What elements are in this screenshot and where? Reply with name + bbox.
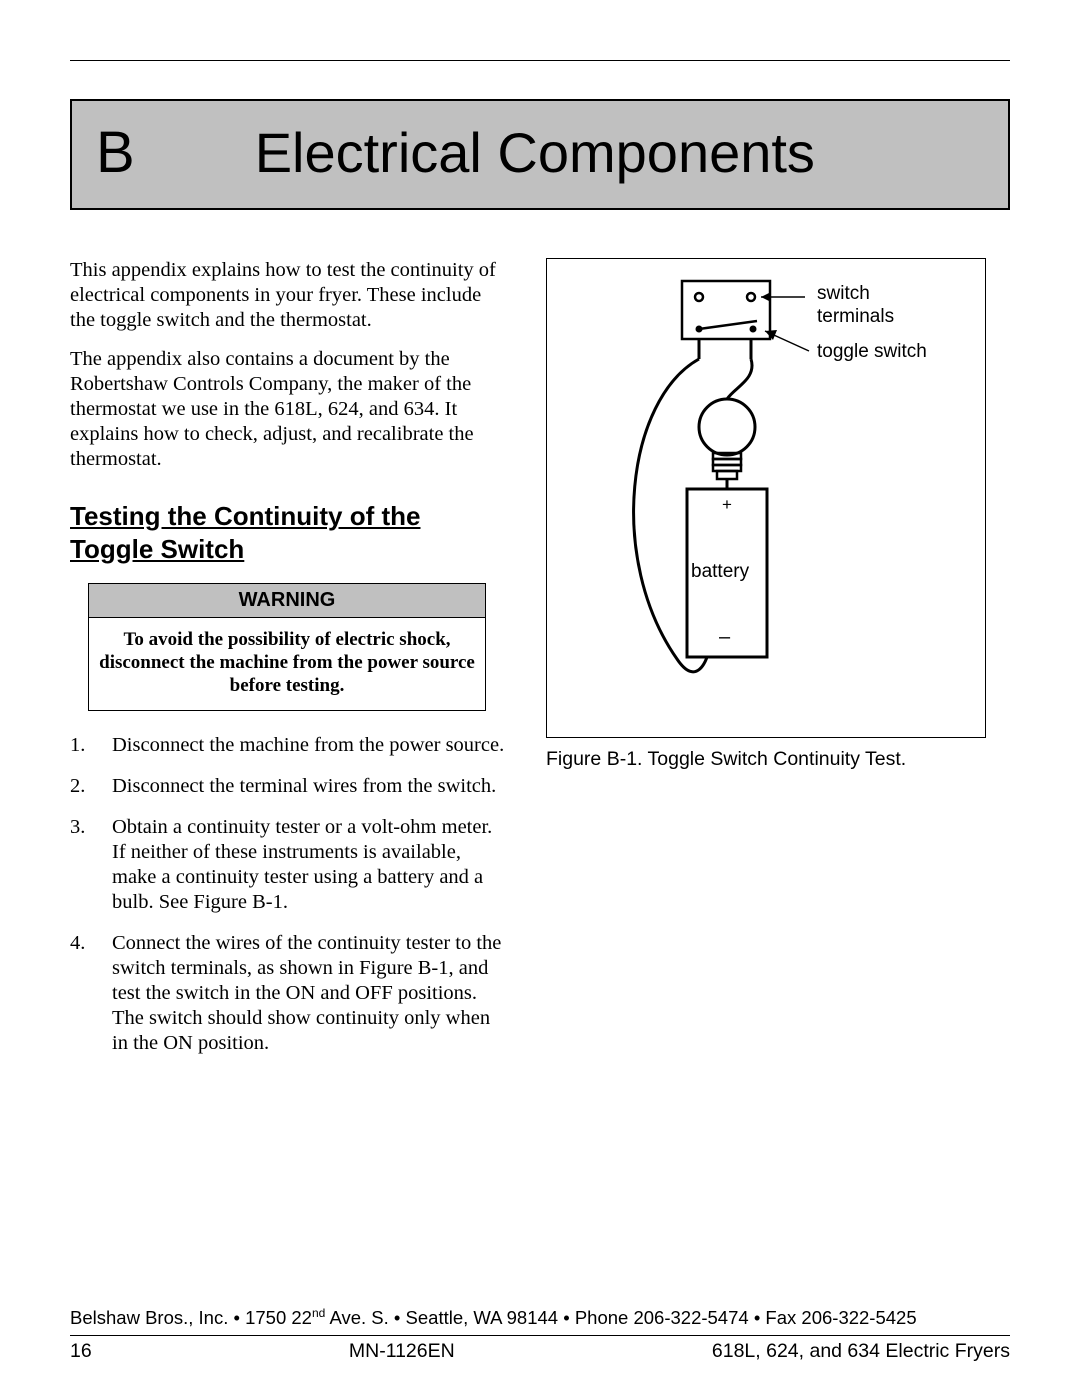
appendix-title: Electrical Components	[255, 120, 815, 185]
warning-text: To avoid the possibility of electric sho…	[89, 618, 485, 710]
content-columns: This appendix explains how to test the c…	[70, 258, 1010, 1072]
step-item: Obtain a continuity tester or a volt-ohm…	[70, 815, 510, 915]
figure-caption: Figure B-1. Toggle Switch Continuity Tes…	[546, 748, 1010, 771]
label-battery: battery	[691, 561, 749, 584]
step-item: Connect the wires of the continuity test…	[70, 931, 510, 1056]
continuity-diagram-icon	[547, 259, 987, 739]
top-rule	[70, 60, 1010, 61]
right-column: switch terminals toggle switch + battery…	[546, 258, 1010, 1072]
figure-box: switch terminals toggle switch + battery…	[546, 258, 986, 738]
page-number: 16	[70, 1340, 92, 1363]
footer-company-line: Belshaw Bros., Inc. • 1750 22nd Ave. S. …	[70, 1306, 1010, 1336]
page-footer: Belshaw Bros., Inc. • 1750 22nd Ave. S. …	[70, 1306, 1010, 1363]
label-switch-terminals: switch terminals	[817, 283, 912, 329]
intro-paragraph-1: This appendix explains how to test the c…	[70, 258, 510, 333]
product-line: 618L, 624, and 634 Electric Fryers	[712, 1340, 1010, 1363]
label-toggle-switch: toggle switch	[817, 341, 927, 364]
left-column: This appendix explains how to test the c…	[70, 258, 510, 1072]
label-text: switch terminals	[817, 283, 912, 329]
appendix-title-box: B Electrical Components	[70, 99, 1010, 210]
steps-list: Disconnect the machine from the power so…	[70, 733, 510, 1056]
appendix-letter: B	[96, 119, 135, 186]
step-item: Disconnect the terminal wires from the s…	[70, 774, 510, 799]
warning-label: WARNING	[89, 584, 485, 618]
warning-box: WARNING To avoid the possibility of elec…	[88, 583, 486, 711]
doc-number: MN-1126EN	[349, 1340, 455, 1363]
step-item: Disconnect the machine from the power so…	[70, 733, 510, 758]
label-minus: –	[719, 625, 730, 649]
label-plus: +	[722, 495, 732, 515]
intro-paragraph-2: The appendix also contains a document by…	[70, 347, 510, 472]
footer-row: 16 MN-1126EN 618L, 624, and 634 Electric…	[70, 1340, 1010, 1363]
section-heading: Testing the Continuity of the Toggle Swi…	[70, 500, 510, 565]
